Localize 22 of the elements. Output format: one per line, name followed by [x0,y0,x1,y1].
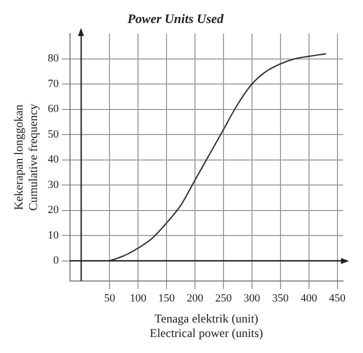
x-axis-title: Tenaga elektrik (unit) Electrical power (units) [150,312,264,340]
line-series [108,53,327,262]
y-tick-label: 30 [48,178,60,191]
y-tick-label: 0 [53,254,60,267]
x-tick-label: 450 [329,292,346,304]
x-tick-label: 300 [244,292,261,304]
x-tick-label: 100 [130,292,147,304]
x-tick-label: 400 [300,292,318,304]
y-tick-label: 80 [48,52,60,65]
x-tick-label: 250 [215,292,232,304]
y-tick-label: 70 [48,78,60,90]
y-tick-label: 60 [48,103,60,116]
x-tick-label: 200 [186,292,204,304]
chart-title: Power Units Used [127,11,224,26]
x-tick-label: 50 [104,292,116,304]
y-tick-label: 50 [48,128,60,140]
y-tick-label: 20 [48,204,60,216]
x-tick-label: 150 [158,292,176,304]
x-tick-label: 350 [272,292,290,304]
y-tick-label: 10 [48,229,60,242]
y-tick-label: 40 [48,154,60,166]
y-axis-title: Kekerapan longgokan Cumulative frequency [11,104,40,211]
